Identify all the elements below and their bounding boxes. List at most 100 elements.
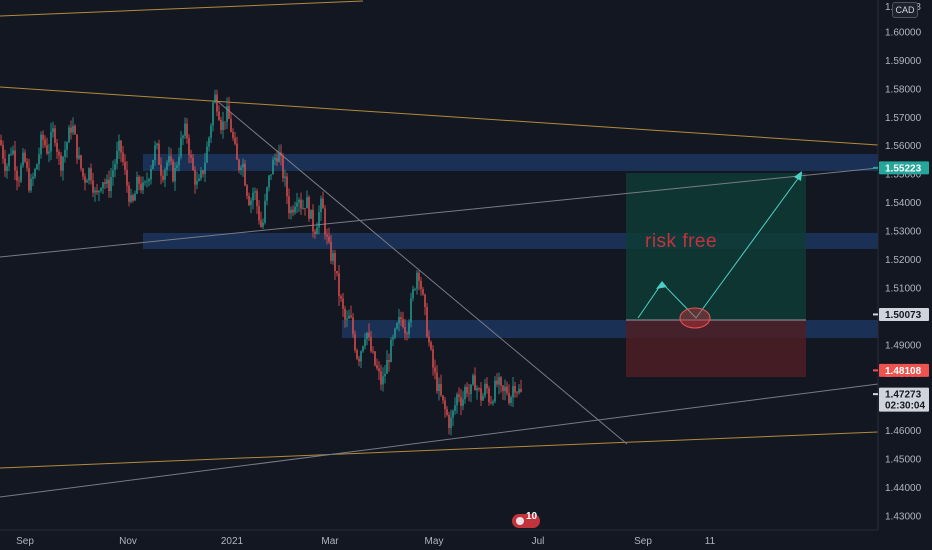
candle-body xyxy=(294,206,296,213)
candle-body xyxy=(418,272,420,281)
arrow-head-target xyxy=(794,171,802,181)
candle-body xyxy=(254,191,256,193)
entry-highlight-ellipse[interactable] xyxy=(679,307,711,329)
candle-body xyxy=(456,394,458,406)
candle-body xyxy=(180,137,182,157)
candle-body xyxy=(106,179,108,184)
candle-body xyxy=(192,157,194,170)
candle-body xyxy=(170,156,172,161)
trendline-grey-rising-upper[interactable] xyxy=(0,167,879,258)
candle-body xyxy=(140,183,142,191)
resistance-zone-upper[interactable] xyxy=(143,154,878,171)
candle-body xyxy=(346,318,348,320)
candle-body xyxy=(136,176,138,194)
candle-body xyxy=(306,197,308,209)
candle-body xyxy=(142,182,144,191)
price-tick-label: 1.57000 xyxy=(885,113,922,124)
candle-body xyxy=(468,393,470,395)
projection-layer: risk free xyxy=(637,171,803,329)
trendline-orange-descending[interactable] xyxy=(0,86,879,146)
candle-body xyxy=(498,377,500,385)
candle-body xyxy=(396,323,398,329)
price-axis[interactable]: 1.430001.440001.450001.460001.470001.480… xyxy=(873,0,932,530)
time-tick-label: Nov xyxy=(119,536,137,547)
candle-body xyxy=(276,157,278,162)
candle-body xyxy=(244,163,246,186)
candle-body xyxy=(424,294,426,308)
trendline-orange-top[interactable] xyxy=(0,0,364,17)
candle-body xyxy=(8,154,10,167)
candle-body xyxy=(290,209,292,214)
candle-body xyxy=(378,368,380,372)
target-area[interactable] xyxy=(626,173,806,320)
candle-body xyxy=(84,176,86,183)
candle-body xyxy=(258,206,260,221)
risk-free-annotation[interactable]: risk free xyxy=(645,231,717,252)
currency-button[interactable]: CAD xyxy=(892,2,918,18)
candle-body xyxy=(362,346,364,352)
candle-body xyxy=(38,154,40,165)
price-tick-label: 1.46000 xyxy=(885,426,922,437)
price-axis-background xyxy=(878,0,932,530)
candle-body xyxy=(10,154,12,155)
projected-path[interactable] xyxy=(637,172,803,319)
candle-body xyxy=(208,137,210,147)
time-axis[interactable]: Sep Nov 2021 Mar May Jul Sep 11 xyxy=(0,529,932,550)
time-tick-label: Sep xyxy=(634,536,652,547)
candle-body xyxy=(460,396,462,406)
candle-body xyxy=(326,234,328,237)
candle-body xyxy=(202,170,204,174)
time-axis-background xyxy=(0,530,932,550)
candle-body xyxy=(150,168,152,180)
candle-body xyxy=(312,209,314,232)
candle-body xyxy=(354,334,356,351)
price-badge[interactable] xyxy=(879,307,929,321)
candle-body xyxy=(366,332,368,340)
candle-body xyxy=(218,111,220,121)
candle-body xyxy=(68,127,70,143)
price-badge[interactable] xyxy=(879,363,929,377)
candle-body xyxy=(144,181,146,183)
candle-body xyxy=(86,180,88,183)
price-tick-label: 1.58000 xyxy=(885,84,922,95)
candle-body xyxy=(138,176,140,184)
stop-area[interactable] xyxy=(626,320,806,377)
candle-body xyxy=(388,359,390,362)
candle-body xyxy=(300,199,302,209)
indicators-icon xyxy=(516,517,524,525)
time-tick-label: Mar xyxy=(321,536,339,547)
price-badge[interactable] xyxy=(879,387,929,412)
candle-body xyxy=(452,410,454,418)
candle-body xyxy=(434,367,436,373)
candle-body xyxy=(96,190,98,193)
candle-body xyxy=(282,156,284,179)
candle-body xyxy=(320,198,322,213)
candle-body xyxy=(374,351,376,366)
candle-body xyxy=(260,220,262,227)
candle-body xyxy=(338,273,340,297)
price-badge-marker xyxy=(873,166,878,169)
candle-body xyxy=(156,143,158,146)
candle-body xyxy=(240,167,242,171)
candle-body xyxy=(104,182,106,184)
trendline-orange-bottom[interactable] xyxy=(0,431,879,469)
price-badge-marker xyxy=(873,369,878,372)
candle-body xyxy=(246,185,248,196)
candle-body xyxy=(404,326,406,334)
candle-body xyxy=(520,389,522,392)
candle-body xyxy=(484,383,486,396)
candle-body xyxy=(196,180,198,185)
candle-body xyxy=(298,199,300,203)
price-badge[interactable] xyxy=(879,161,929,175)
trendline-grey-descending[interactable] xyxy=(215,99,628,445)
candle-body xyxy=(108,179,110,192)
time-tick-label: Jul xyxy=(532,536,545,547)
price-tick-label: 1.44000 xyxy=(885,483,922,494)
candle-body xyxy=(436,372,438,391)
candle-body xyxy=(268,175,270,188)
trendline-grey-rising-lower[interactable] xyxy=(0,383,879,498)
indicators-badge[interactable]: 10 xyxy=(512,511,540,528)
time-tick-label: Sep xyxy=(16,536,34,547)
candle-body xyxy=(252,192,254,201)
